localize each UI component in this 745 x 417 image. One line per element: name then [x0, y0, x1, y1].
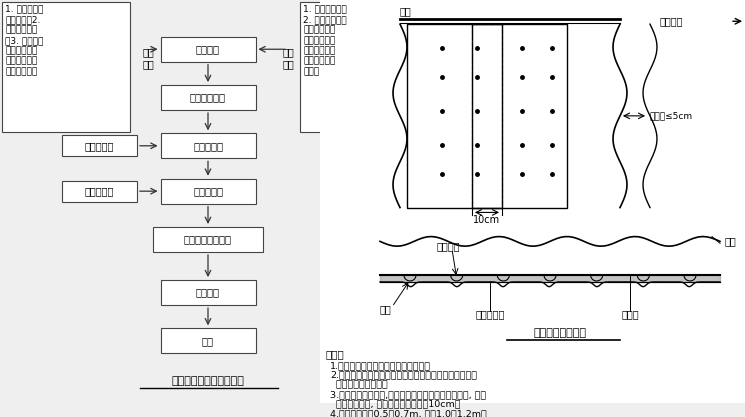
- Text: 隧道纵向: 隧道纵向: [660, 16, 683, 26]
- Bar: [160, 280, 256, 305]
- Text: 土工膜: 土工膜: [621, 309, 638, 319]
- Text: 1. 防水板材料
质量检查；2.
画焊缝搭接线
；3. 防水板分
拱部边墙二段
截取，将拱部
的对称卷起。: 1. 防水板材料 质量检查；2. 画焊缝搭接线 ；3. 防水板分 拱部边墙二段 …: [5, 5, 43, 76]
- Text: 10cm: 10cm: [473, 215, 501, 225]
- Text: 粘接宽≤5cm: 粘接宽≤5cm: [650, 111, 693, 121]
- Bar: [160, 178, 256, 204]
- Text: 2.防水板铺设前，喷砼表面不得有锚杆头外露，对凹凸不: 2.防水板铺设前，喷砼表面不得有锚杆头外露，对凹凸不: [330, 371, 477, 380]
- Text: 防水板铺设施工工艺框图: 防水板铺设施工工艺框图: [171, 377, 244, 387]
- Text: 安装排水盲沟: 安装排水盲沟: [190, 93, 226, 103]
- Text: 防水板搭接缝焊接: 防水板搭接缝焊接: [184, 234, 232, 244]
- Text: 准备工作: 准备工作: [196, 44, 220, 54]
- Bar: [320, 0, 745, 402]
- Bar: [472, 24, 567, 208]
- Text: 4.射钉间距拱部0.5～0.7m, 边墙1.0～1.2m；: 4.射钉间距拱部0.5～0.7m, 边墙1.0～1.2m；: [330, 409, 486, 417]
- Bar: [160, 37, 256, 62]
- Bar: [472, 24, 502, 208]
- Text: 塑料防水板: 塑料防水板: [475, 309, 504, 319]
- Text: 质量检查: 质量检查: [196, 288, 220, 298]
- Text: 防水板固定: 防水板固定: [193, 186, 223, 196]
- Text: 说明：: 说明：: [325, 349, 343, 359]
- Text: 喷砼: 喷砼: [725, 236, 737, 246]
- Text: 防水板铺设示意图: 防水板铺设示意图: [533, 328, 586, 338]
- Text: 手动热熔器: 手动热熔器: [85, 186, 114, 196]
- Text: 射钉: 射钉: [400, 6, 412, 16]
- Bar: [160, 133, 256, 158]
- Text: 1.防水板在初期支护基本稳定后进行；: 1.防水板在初期支护基本稳定后进行；: [330, 361, 431, 370]
- Text: 结束: 结束: [202, 336, 214, 346]
- Text: 洞内
准备: 洞内 准备: [282, 47, 294, 69]
- Bar: [160, 328, 256, 353]
- Bar: [62, 181, 137, 202]
- Text: 准备射钉枪: 准备射钉枪: [85, 141, 114, 151]
- Bar: [407, 24, 502, 208]
- Text: 洞外
准备: 洞外 准备: [142, 47, 154, 69]
- Bar: [2, 2, 130, 132]
- Text: 1. 工作台就位；
2. 烧掉锚杆头，
外露铁线，锚
杆头用塑料帽
盖住，钢筋、
铁丝头用砂浆
抹平。: 1. 工作台就位； 2. 烧掉锚杆头， 外露铁线，锚 杆头用塑料帽 盖住，钢筋、…: [303, 5, 346, 76]
- Text: 3.土工膜用射钉固定,防水板焊接在专用塑料固定片上, 搭接: 3.土工膜用射钉固定,防水板焊接在专用塑料固定片上, 搭接: [330, 390, 486, 399]
- Bar: [62, 135, 137, 156]
- Bar: [300, 2, 418, 132]
- Text: 射钉: 射钉: [380, 304, 392, 314]
- Text: 平部位应修凿补喷；: 平部位应修凿补喷；: [330, 380, 387, 389]
- Text: 处用热熔焊接, 两幅搭接宽度不小于10cm；: 处用热熔焊接, 两幅搭接宽度不小于10cm；: [330, 400, 460, 409]
- Bar: [153, 227, 263, 252]
- Text: 固定土工膜: 固定土工膜: [193, 141, 223, 151]
- Text: 热熔垫片: 热熔垫片: [437, 241, 460, 251]
- Bar: [160, 85, 256, 110]
